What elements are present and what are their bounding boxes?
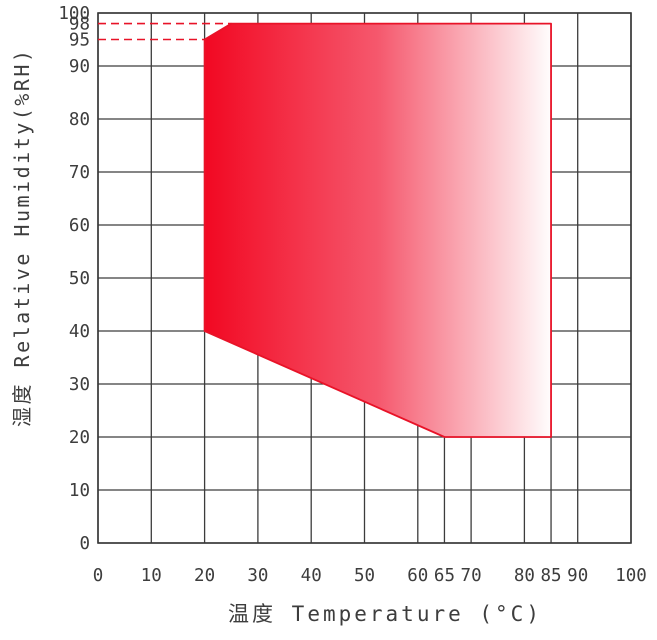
x-tick-label: 90 [567,566,588,586]
y-tick-label: 20 [69,428,90,448]
x-tick-label: 70 [461,566,482,586]
y-tick-label: 90 [69,57,90,77]
x-tick-label: 60 [407,566,428,586]
x-tick-label: 100 [615,566,647,586]
y-tick-label: 95 [69,31,90,51]
x-tick-label: 0 [93,566,104,586]
y-tick-label: 40 [69,322,90,342]
x-tick-labels: 0 10 20 30 40 50 60 65 70 80 85 90 100 [93,566,647,586]
x-tick-label: 40 [301,566,322,586]
x-tick-label: 50 [354,566,375,586]
x-tick-label: 65 [434,566,455,586]
x-axis-title: 温度 Temperature (°C) [228,602,542,626]
x-tick-label: 80 [514,566,535,586]
y-tick-label: 50 [69,269,90,289]
y-tick-label: 60 [69,216,90,236]
y-tick-label: 70 [69,163,90,183]
y-tick-label: 10 [69,481,90,501]
operating-envelope-area [203,22,552,438]
y-axis-title: 湿度 Relative Humidity(%RH) [10,47,34,427]
y-tick-label: 98 [69,15,90,35]
y-tick-label: 80 [69,110,90,130]
x-tick-label: 10 [141,566,162,586]
x-tick-label: 30 [247,566,268,586]
y-tick-label: 30 [69,375,90,395]
y-tick-label: 0 [79,534,90,554]
x-tick-label: 20 [194,566,215,586]
plot-border [97,12,632,544]
y-tick-label: 100 [58,4,90,24]
x-tick-label: 85 [541,566,562,586]
